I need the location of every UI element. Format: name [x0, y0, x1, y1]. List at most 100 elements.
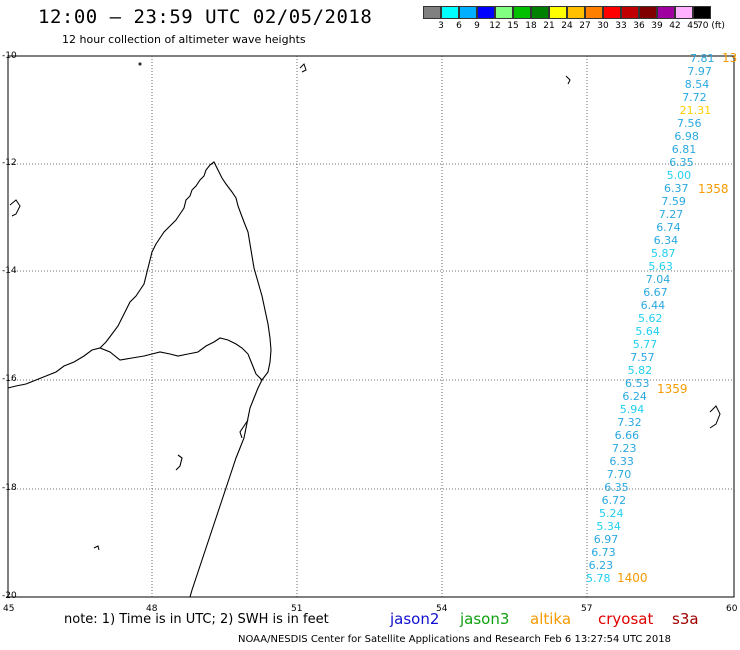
- lat-label-14: -14: [2, 266, 17, 276]
- wave-height-value: 6.37: [664, 182, 689, 195]
- legend-swatch: [495, 6, 513, 19]
- wave-height-value: 5.87: [651, 247, 676, 260]
- wave-height-value: 7.59: [661, 195, 686, 208]
- wave-height-value: 6.66: [614, 429, 640, 442]
- legend-swatch: [477, 6, 495, 19]
- wave-height-value: 6.67: [643, 286, 668, 299]
- wave-height-value: 6.53: [625, 377, 650, 390]
- wave-height-value: 5.78: [586, 572, 611, 585]
- legend-swatch: [675, 6, 693, 19]
- time-label: 1359: [657, 382, 688, 396]
- graticule: [8, 56, 734, 597]
- wave-height-value: 6.81: [671, 143, 697, 156]
- wave-height-value: 7.32: [617, 416, 642, 429]
- wave-height-value: 7.27: [658, 208, 684, 221]
- wave-height-value: 6.33: [609, 455, 634, 468]
- legend-swatch: [459, 6, 477, 19]
- legend-label: 6: [456, 21, 462, 31]
- legend-swatch: [657, 6, 675, 19]
- wave-height-value: 6.72: [601, 494, 627, 507]
- wave-height-value: 5.34: [596, 520, 621, 533]
- lon-label-48: 48: [146, 604, 158, 614]
- time-label: 1400: [617, 571, 648, 585]
- wave-height-value: 6.24: [622, 390, 647, 403]
- wave-height-value: 6.97: [593, 533, 619, 546]
- sat-cryosat: cryosat: [598, 610, 654, 628]
- wave-height-value: 6.35: [669, 156, 694, 169]
- wave-height-value: 5.94: [619, 403, 645, 416]
- sat-jason3: jason3: [460, 610, 510, 628]
- map-title: 12:00 – 23:59 UTC 02/05/2018: [38, 6, 373, 28]
- legend-label: 33: [615, 21, 627, 31]
- lon-label-51: 51: [291, 604, 303, 614]
- legend-label: 45: [687, 21, 699, 31]
- islands: [9, 62, 721, 551]
- lat-label-12: -12: [2, 158, 17, 168]
- color-legend: [423, 6, 711, 19]
- wave-height-value: 5.24: [599, 507, 624, 520]
- wave-height-value: 6.98: [674, 130, 699, 143]
- sat-altika: altika: [530, 610, 572, 628]
- wave-height-value: 7.23: [612, 442, 637, 455]
- lon-label-60: 60: [726, 604, 738, 614]
- wave-height-value: 5.63: [648, 260, 673, 273]
- legend-label: 36: [633, 21, 645, 31]
- wave-height-value: 7.70: [606, 468, 632, 481]
- legend-label: 18: [525, 21, 537, 31]
- legend-label: 30: [597, 21, 609, 31]
- legend-label: 27: [579, 21, 591, 31]
- lat-label-10: -10: [2, 51, 17, 61]
- legend-label: 42: [669, 21, 681, 31]
- coastline: [7, 161, 272, 598]
- note-text: note: 1) Time is in UTC; 2) SWH is in fe…: [64, 612, 329, 627]
- wave-height-value: 7.72: [682, 91, 707, 104]
- wave-height-value: 5.82: [627, 364, 653, 377]
- wave-height-value: 21.31: [679, 104, 712, 117]
- legend-label: 9: [474, 21, 480, 31]
- legend-swatch: [513, 6, 531, 19]
- lat-label-18: -18: [2, 483, 17, 493]
- sat-s3a: s3a: [672, 610, 699, 628]
- wave-height-value: 5.77: [632, 338, 658, 351]
- lon-label-45: 45: [3, 604, 15, 614]
- sat-jason2: jason2: [390, 610, 440, 628]
- lon-label-54: 54: [436, 604, 448, 614]
- legend-swatch: [441, 6, 459, 19]
- map-subtitle: 12 hour collection of altimeter wave hei…: [62, 33, 306, 46]
- wave-height-value: 7.81: [690, 52, 715, 65]
- legend-swatch: [423, 6, 441, 19]
- legend-label: 70 (ft): [697, 21, 725, 31]
- wave-height-value: 5.62: [638, 312, 663, 325]
- time-label: 13: [722, 51, 738, 65]
- wave-height-value: 6.44: [640, 299, 666, 312]
- wave-height-value: 6.35: [604, 481, 629, 494]
- legend-swatch: [531, 6, 549, 19]
- wave-height-value: 5.64: [635, 325, 660, 338]
- wave-height-value: 7.56: [677, 117, 702, 130]
- lat-label-16: -16: [2, 374, 17, 384]
- time-label: 1358: [698, 182, 729, 196]
- wave-height-value: 7.57: [630, 351, 655, 364]
- legend-swatch: [603, 6, 621, 19]
- legend-swatch: [549, 6, 567, 19]
- legend-swatch: [585, 6, 603, 19]
- legend-label: 21: [543, 21, 555, 31]
- map-frame: [7, 55, 735, 598]
- wave-height-value: 7.04: [645, 273, 671, 286]
- wave-height-value: 6.34: [653, 234, 679, 247]
- color-legend-labels: 3 6 9 12 15 18 21 24 27 30 33 36 39 42 45 70 (ft): [423, 21, 740, 33]
- legend-label: 15: [507, 21, 519, 31]
- legend-label: 24: [561, 21, 573, 31]
- lon-label-57: 57: [581, 604, 593, 614]
- legend-label: 39: [651, 21, 663, 31]
- wave-height-value: 8.54: [684, 78, 710, 91]
- legend-swatch: [639, 6, 657, 19]
- wave-height-value: 6.73: [591, 546, 616, 559]
- footer-credit: NOAA/NESDIS Center for Satellite Applica…: [238, 634, 671, 645]
- wave-height-value: 5.00: [666, 169, 692, 182]
- legend-swatch: [567, 6, 585, 19]
- legend-swatch: [693, 6, 711, 19]
- wave-height-value: 7.97: [687, 65, 712, 78]
- legend-label: 3: [438, 21, 444, 31]
